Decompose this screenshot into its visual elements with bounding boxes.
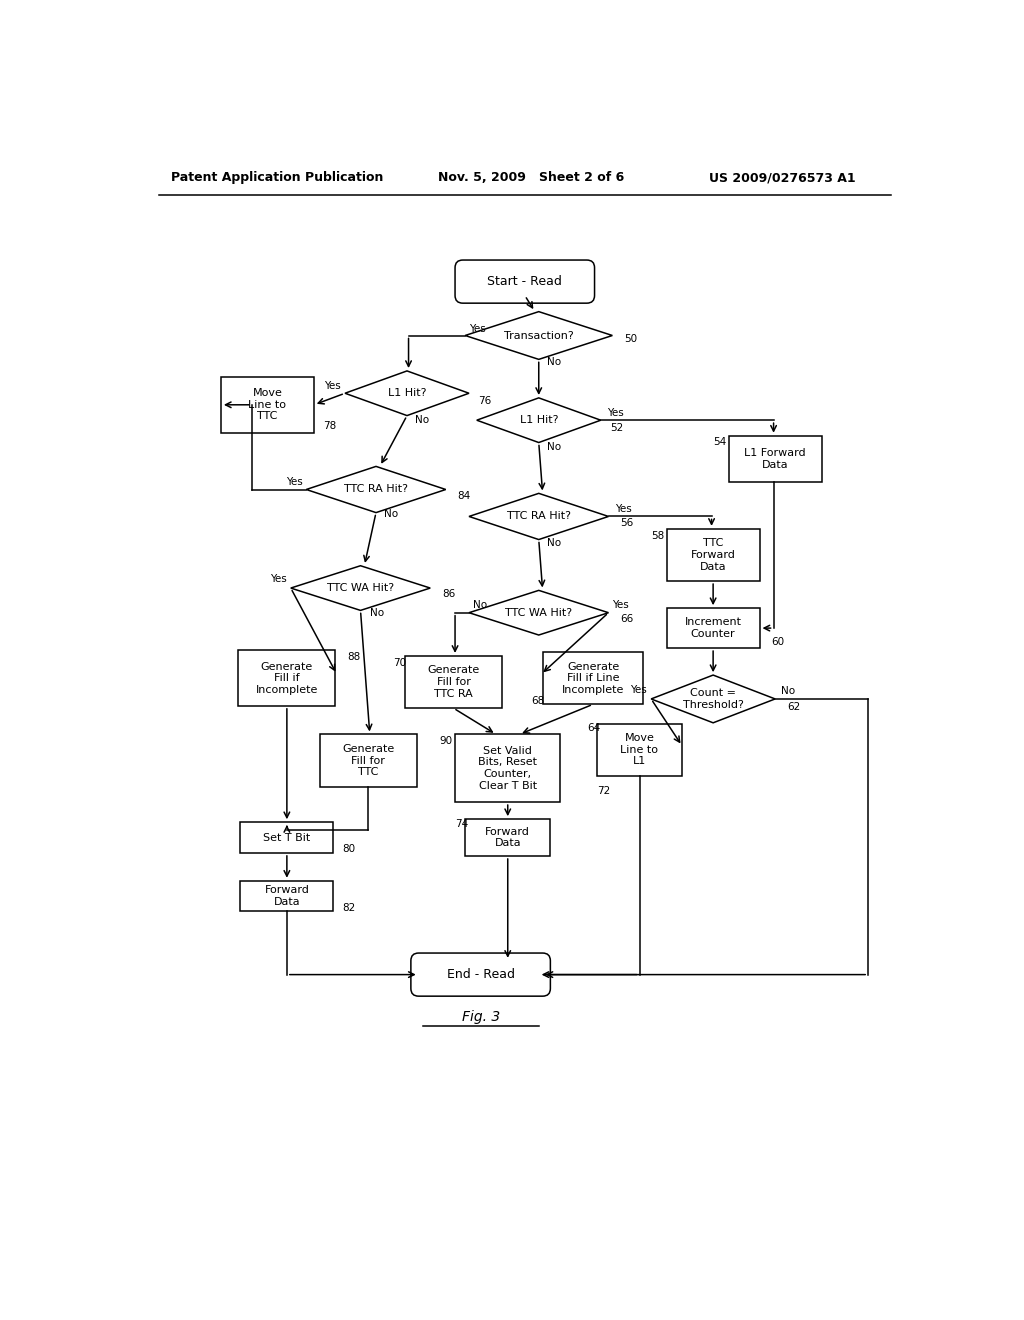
Text: Generate
Fill for
TTC: Generate Fill for TTC: [342, 744, 394, 777]
Text: 66: 66: [621, 614, 634, 624]
Text: No: No: [547, 539, 560, 548]
Text: 82: 82: [343, 903, 356, 912]
Text: TTC
Forward
Data: TTC Forward Data: [690, 539, 735, 572]
Polygon shape: [345, 371, 469, 416]
Text: 68: 68: [531, 696, 544, 706]
Text: No: No: [370, 607, 384, 618]
Bar: [667, 529, 760, 581]
Text: Yes: Yes: [614, 504, 632, 513]
Bar: [543, 652, 643, 705]
Text: 72: 72: [597, 787, 610, 796]
Text: TTC RA Hit?: TTC RA Hit?: [344, 484, 408, 495]
Text: 76: 76: [478, 396, 492, 407]
Text: Nov. 5, 2009   Sheet 2 of 6: Nov. 5, 2009 Sheet 2 of 6: [438, 172, 625, 185]
Text: TTC WA Hit?: TTC WA Hit?: [327, 583, 394, 593]
Text: Yes: Yes: [469, 325, 485, 334]
Polygon shape: [651, 675, 775, 723]
Polygon shape: [469, 494, 608, 540]
FancyBboxPatch shape: [455, 260, 595, 304]
Bar: [597, 723, 682, 776]
Text: Start - Read: Start - Read: [487, 275, 562, 288]
Text: 90: 90: [439, 737, 453, 746]
Text: Forward
Data: Forward Data: [485, 826, 530, 849]
Text: No: No: [384, 510, 398, 519]
Bar: [456, 734, 560, 803]
Bar: [239, 651, 335, 706]
Text: 84: 84: [458, 491, 471, 500]
Bar: [729, 436, 821, 482]
Text: 80: 80: [343, 843, 355, 854]
Text: US 2009/0276573 A1: US 2009/0276573 A1: [710, 172, 856, 185]
Text: No: No: [415, 416, 429, 425]
Text: No: No: [547, 358, 560, 367]
Text: Patent Application Publication: Patent Application Publication: [171, 172, 383, 185]
Text: 74: 74: [455, 818, 468, 829]
Bar: [241, 880, 334, 912]
Bar: [465, 818, 550, 857]
Text: 52: 52: [610, 422, 624, 433]
Text: 70: 70: [393, 657, 407, 668]
Text: Yes: Yes: [286, 477, 302, 487]
Text: L1 Hit?: L1 Hit?: [388, 388, 426, 399]
Polygon shape: [477, 397, 601, 442]
Text: Set T Bit: Set T Bit: [263, 833, 310, 842]
Bar: [406, 656, 502, 708]
Text: No: No: [547, 442, 560, 453]
Bar: [667, 609, 760, 648]
Text: 56: 56: [621, 517, 634, 528]
Text: No: No: [781, 686, 796, 696]
Text: L1 Hit?: L1 Hit?: [519, 416, 558, 425]
Text: Move
Line to
L1: Move Line to L1: [621, 733, 658, 767]
Bar: [221, 378, 314, 433]
Text: 88: 88: [347, 652, 360, 661]
Bar: [319, 734, 417, 787]
Text: Count =
Threshold?: Count = Threshold?: [683, 688, 743, 710]
Polygon shape: [291, 566, 430, 610]
Text: L1 Forward
Data: L1 Forward Data: [744, 447, 806, 470]
Text: Fig. 3: Fig. 3: [462, 1010, 500, 1024]
Text: 54: 54: [713, 437, 726, 446]
Text: 62: 62: [786, 702, 800, 711]
Bar: [241, 822, 334, 853]
Text: 58: 58: [651, 531, 665, 541]
Text: Move
Line to
TTC: Move Line to TTC: [249, 388, 287, 421]
Polygon shape: [469, 590, 608, 635]
Text: Transaction?: Transaction?: [504, 330, 573, 341]
Text: 86: 86: [442, 589, 455, 599]
Text: 60: 60: [771, 638, 784, 647]
Text: 78: 78: [324, 421, 337, 432]
Text: Yes: Yes: [607, 408, 624, 417]
Text: Yes: Yes: [325, 380, 341, 391]
Text: 64: 64: [587, 723, 600, 733]
Text: TTC WA Hit?: TTC WA Hit?: [505, 607, 572, 618]
Text: Yes: Yes: [270, 574, 287, 583]
Text: Generate
Fill if Line
Incomplete: Generate Fill if Line Incomplete: [562, 661, 625, 694]
Text: Forward
Data: Forward Data: [264, 886, 309, 907]
Text: Set Valid
Bits, Reset
Counter,
Clear T Bit: Set Valid Bits, Reset Counter, Clear T B…: [478, 746, 538, 791]
Text: TTC RA Hit?: TTC RA Hit?: [507, 511, 570, 521]
Text: Generate
Fill for
TTC RA: Generate Fill for TTC RA: [427, 665, 479, 698]
Text: Increment
Counter: Increment Counter: [685, 618, 741, 639]
Text: End - Read: End - Read: [446, 968, 515, 981]
Polygon shape: [306, 466, 445, 512]
Text: Generate
Fill if
Incomplete: Generate Fill if Incomplete: [256, 661, 318, 694]
Text: Yes: Yes: [631, 685, 647, 694]
Text: 50: 50: [624, 334, 637, 345]
Text: No: No: [473, 601, 487, 610]
FancyBboxPatch shape: [411, 953, 550, 997]
Polygon shape: [465, 312, 612, 359]
Text: Yes: Yes: [612, 601, 629, 610]
